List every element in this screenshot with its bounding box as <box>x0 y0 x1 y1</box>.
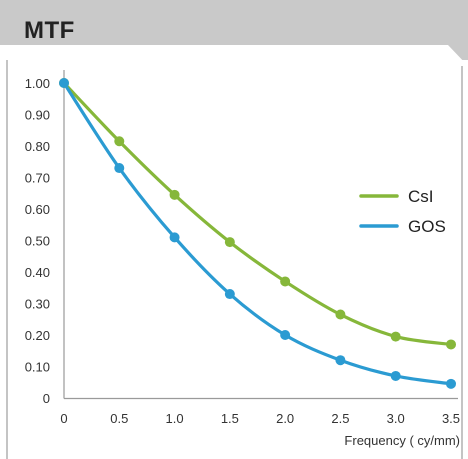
series-line-csi <box>62 81 453 347</box>
data-point-gos <box>224 289 235 300</box>
x-tick-label: 1.5 <box>221 411 239 426</box>
y-tick-label: 0.90 <box>25 108 50 123</box>
x-tick-label: 3.5 <box>442 411 460 426</box>
data-point-csi <box>224 237 235 248</box>
x-tick-label: 2.5 <box>331 411 349 426</box>
data-point-gos <box>280 330 291 340</box>
header-band-shape <box>0 0 468 60</box>
y-tick-label: 0.60 <box>25 202 50 217</box>
x-axis-title: Frequency ( cy/mm) <box>344 433 460 448</box>
y-tick-label: 0.30 <box>25 297 50 312</box>
y-tick-label: 0.20 <box>25 328 50 343</box>
x-tick-label: 1.0 <box>166 411 184 426</box>
data-point-csi <box>446 339 456 350</box>
data-point-gos <box>169 232 180 243</box>
y-tick-label: 0.40 <box>25 265 50 280</box>
data-point-gos <box>335 355 346 366</box>
y-tick-labels: 0 0.10 0.20 0.30 0.40 0.50 0.60 0.70 0.80 0.90 1.0… <box>25 76 50 406</box>
y-tick-label: 0 <box>43 391 50 406</box>
data-point-csi <box>114 136 125 147</box>
legend-label-gos: GOS <box>408 217 446 236</box>
y-tick-label: 0.50 <box>25 234 50 249</box>
x-tick-label: 0.5 <box>110 411 128 426</box>
frame-border-left <box>6 60 8 459</box>
header-band <box>0 0 468 60</box>
frame-border-right <box>461 66 463 459</box>
x-tick-labels: 0 0.5 1.0 1.5 2.0 2.5 3.0 3.5 <box>60 411 460 426</box>
page-title: MTF <box>24 17 75 44</box>
data-point-csi <box>280 276 291 287</box>
x-tick-label: 2.0 <box>276 411 294 426</box>
legend: CsI GOS <box>359 187 446 236</box>
y-tick-label: 0.80 <box>25 139 50 154</box>
data-point-gos <box>446 378 456 389</box>
x-tick-label: 3.0 <box>387 411 405 426</box>
data-point-gos <box>114 163 125 174</box>
data-point-csi <box>390 331 401 342</box>
data-point-gos <box>390 370 401 381</box>
data-point-csi <box>335 309 346 320</box>
x-tick-label: 0 <box>60 411 67 426</box>
data-point-gos <box>59 78 69 88</box>
axes <box>63 70 458 400</box>
y-tick-label: 0.70 <box>25 171 50 186</box>
legend-label-csi: CsI <box>408 187 434 206</box>
series-markers <box>59 78 456 389</box>
y-tick-label: 1.00 <box>25 76 50 91</box>
y-tick-label: 0.10 <box>25 360 50 375</box>
data-point-csi <box>169 189 180 200</box>
